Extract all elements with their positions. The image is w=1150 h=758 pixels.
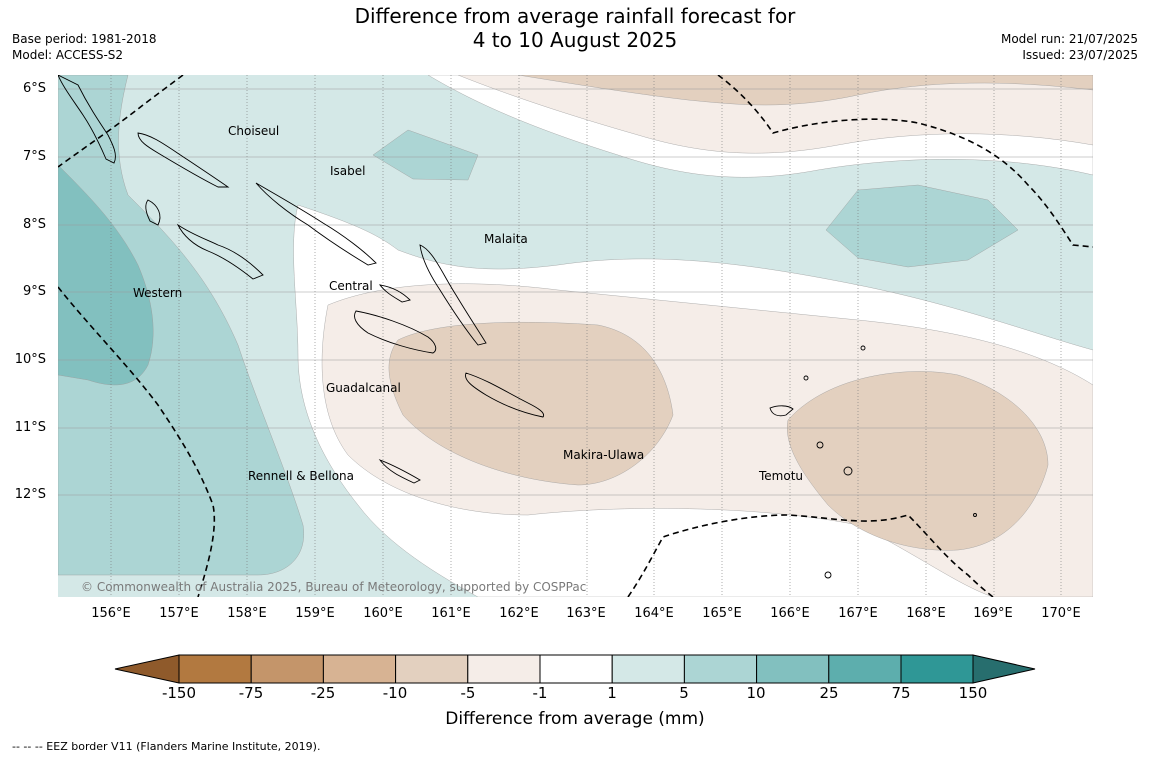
lon-label: 163°E <box>566 606 606 621</box>
lon-label: 161°E <box>431 606 471 621</box>
issued-date: Issued: 23/07/2025 <box>1022 48 1138 62</box>
region-label-central: Central <box>329 279 373 293</box>
contour-wet-patch-east <box>825 184 1019 268</box>
lat-label: 6°S <box>22 81 46 96</box>
colorbar-tick-label: 5 <box>679 684 689 702</box>
island-bougainville <box>58 75 116 164</box>
colorbar-tick-label: 75 <box>891 684 911 702</box>
colorbar-bin <box>683 654 758 684</box>
region-label-makira-ulawa: Makira-Ulawa <box>563 448 645 462</box>
region-label-temotu: Temotu <box>759 469 804 483</box>
lat-label: 7°S <box>22 149 46 164</box>
lon-label: 169°E <box>973 606 1013 621</box>
meta-right: Model run: 21/07/2025 Issued: 23/07/2025 <box>1001 31 1138 63</box>
island-malaita <box>419 244 487 346</box>
lon-label: 165°E <box>702 606 742 621</box>
lat-label: 12°S <box>14 487 46 502</box>
eez-borders <box>58 75 1093 597</box>
meta-left: Base period: 1981-2018 Model: ACCESS-S2 <box>12 31 157 63</box>
title-line-1: Difference from average rainfall forecas… <box>354 4 796 28</box>
lat-label: 11°S <box>14 420 46 435</box>
lon-label: 156°E <box>91 606 131 621</box>
eez-legend-note: -- -- -- EEZ border V11 (Flanders Marine… <box>12 740 321 753</box>
island-choiseul <box>137 132 230 188</box>
colorbar-tick-label: -25 <box>310 684 336 702</box>
lon-label: 162°E <box>499 606 539 621</box>
colorbar-tick-label: -10 <box>382 684 408 702</box>
region-label-guadalcanal: Guadalcanal <box>326 381 401 395</box>
title-line-2: 4 to 10 August 2025 <box>472 28 678 52</box>
colorbar-bin <box>828 654 902 684</box>
lat-label: 9°S <box>22 284 46 299</box>
region-label-western: Western <box>133 286 183 300</box>
island-makira <box>465 372 545 418</box>
contour-wet-patch-isabel <box>372 129 479 181</box>
contour-dry-light-north <box>457 75 1093 154</box>
base-period: Base period: 1981-2018 <box>12 32 157 46</box>
lon-label: 158°E <box>227 606 267 621</box>
lon-label: 170°E <box>1041 606 1081 621</box>
contour-wet-strong-west <box>58 164 154 386</box>
copyright-notice: © Commonwealth of Australia 2025, Bureau… <box>81 580 587 594</box>
colorbar-tick-label: -150 <box>161 684 197 702</box>
map-area <box>58 75 1093 597</box>
lon-label: 167°E <box>838 606 878 621</box>
colorbar <box>114 654 1036 684</box>
colorbar-tick-label: 25 <box>819 684 839 702</box>
colorbar-title: Difference from average (mm) <box>445 709 705 729</box>
lon-label: 166°E <box>770 606 810 621</box>
islands <box>58 75 977 579</box>
lon-label: 159°E <box>295 606 335 621</box>
colorbar-tick-label: 1 <box>607 684 617 702</box>
island-new-georgia <box>176 223 264 280</box>
model-run: Model run: 21/07/2025 <box>1000 32 1138 46</box>
model-name: Model: ACCESS-S2 <box>12 48 124 62</box>
colorbar-bin <box>250 654 324 684</box>
map-title: Difference from average rainfall forecas… <box>0 4 1150 52</box>
region-label-choiseul: Choiseul <box>228 124 280 138</box>
colorbar-bin <box>178 654 252 684</box>
region-label-isabel: Isabel <box>330 164 366 178</box>
colorbar-tick-label: 150 <box>958 684 988 702</box>
colorbar-bin <box>322 654 397 684</box>
lat-label: 10°S <box>14 352 46 367</box>
contour-dry-mid-east <box>787 371 1049 551</box>
island-isabel <box>255 182 377 266</box>
colorbar-tick-label: -5 <box>460 684 476 702</box>
colorbar-bin <box>539 654 613 684</box>
contour-dry-mid-west <box>388 322 674 486</box>
island-nendo <box>769 405 794 417</box>
colorbar-tick-label: 10 <box>746 684 766 702</box>
grid-lines <box>110 75 1062 597</box>
colorbar-bin <box>395 654 469 684</box>
region-label-malaita: Malaita <box>484 232 528 246</box>
colorbar-bin <box>611 654 685 684</box>
lon-label: 157°E <box>159 606 199 621</box>
colorbar-tick-label: -1 <box>532 684 548 702</box>
island-rennell <box>378 459 421 484</box>
lon-label: 164°E <box>634 606 674 621</box>
lat-label: 8°S <box>22 217 46 232</box>
lon-label: 160°E <box>363 606 403 621</box>
island-vella <box>145 199 161 226</box>
island-guadalcanal <box>354 310 437 354</box>
colorbar-bin <box>900 654 974 684</box>
colorbar-tick-label: -75 <box>238 684 264 702</box>
contour-wet-mid-west <box>58 75 304 576</box>
colorbar-bin <box>467 654 541 684</box>
lon-label: 168°E <box>906 606 946 621</box>
region-label-rennell-bellona: Rennell & Bellona <box>248 469 355 483</box>
lat-lines <box>58 88 1093 496</box>
island-florida <box>378 284 411 303</box>
colorbar-bin <box>756 654 830 684</box>
colorbar-extend-low <box>114 654 180 684</box>
colorbar-extend-high <box>972 654 1036 684</box>
